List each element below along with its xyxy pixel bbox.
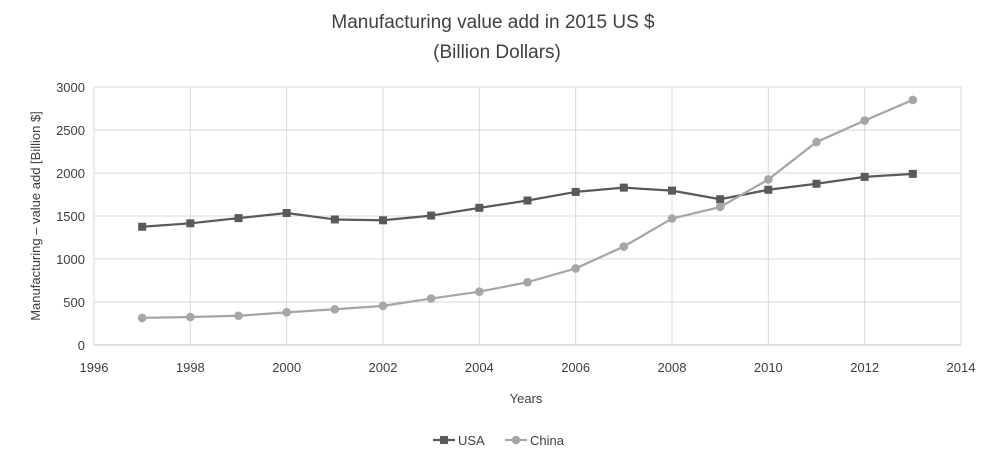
data-point-china (378, 301, 388, 311)
y-tick-label: 0 (78, 338, 85, 353)
data-point-china (426, 294, 436, 303)
data-point-china (523, 277, 532, 287)
x-tick-label: 1998 (176, 360, 205, 375)
legend-marker-usa (440, 436, 448, 444)
data-point-china (764, 175, 773, 184)
x-axis-ticks: 1996 1998 2000 2002 2004 2006 2008 2010 2012 2014 (80, 360, 976, 375)
data-point-usa (908, 169, 917, 178)
data-point-usa (523, 196, 532, 205)
x-tick-label: 2006 (561, 360, 590, 375)
series-usa (138, 169, 917, 231)
data-point-china (186, 312, 195, 322)
data-point-usa (716, 195, 725, 204)
legend: USA China (433, 433, 565, 448)
legend-label-china: China (530, 433, 565, 448)
data-point-china (330, 305, 340, 314)
chart-subtitle: (Billion Dollars) (433, 42, 561, 63)
x-axis-title: Years (510, 391, 543, 406)
data-point-usa (427, 211, 436, 220)
data-point-china (908, 95, 918, 105)
data-point-usa (764, 185, 773, 194)
data-point-china (860, 116, 869, 125)
x-tick-label: 2010 (754, 360, 783, 375)
data-point-usa (186, 219, 195, 228)
data-point-usa (330, 215, 339, 224)
data-point-usa (379, 216, 387, 225)
y-tick-label: 2000 (56, 166, 85, 181)
data-point-china (667, 214, 677, 223)
x-tick-label: 2004 (465, 360, 494, 375)
data-point-usa (571, 187, 580, 196)
y-tick-label: 1000 (56, 252, 85, 267)
legend-marker-china (511, 435, 521, 445)
x-tick-label: 2008 (658, 360, 687, 375)
data-point-china (571, 264, 580, 273)
data-point-usa (619, 183, 628, 192)
y-tick-label: 1500 (56, 209, 85, 224)
y-axis-title: Manufacturing – value add [Billion $] (28, 111, 43, 321)
series-group (137, 95, 918, 323)
grid-lines (93, 86, 962, 346)
data-point-usa (860, 172, 869, 181)
legend-label-usa: USA (458, 433, 485, 448)
data-point-usa (668, 186, 676, 195)
x-tick-label: 2012 (850, 360, 879, 375)
y-axis-ticks: 0 500 1000 1500 2000 2500 3000 (56, 80, 85, 353)
data-point-china (715, 202, 725, 212)
x-tick-label: 2000 (272, 360, 301, 375)
data-point-china (234, 311, 243, 321)
series-china (137, 95, 918, 323)
y-tick-label: 3000 (56, 80, 85, 95)
data-point-china (475, 287, 484, 296)
data-point-china (619, 242, 629, 251)
data-point-china (812, 137, 821, 147)
data-point-usa (812, 179, 821, 188)
legend-item-china: China (505, 433, 565, 448)
y-tick-label: 500 (63, 295, 85, 310)
x-tick-label: 2002 (369, 360, 398, 375)
data-point-usa (138, 222, 147, 231)
data-point-china (282, 308, 291, 317)
y-tick-label: 2500 (56, 123, 85, 138)
data-point-usa (234, 214, 243, 223)
chart-title: Manufacturing value add in 2015 US $ (331, 12, 655, 33)
data-point-usa (475, 203, 484, 212)
x-tick-label: 2014 (947, 360, 976, 375)
data-point-china (137, 313, 147, 323)
legend-item-usa: USA (433, 433, 485, 448)
x-tick-label: 1996 (80, 360, 109, 375)
data-point-usa (282, 208, 291, 217)
